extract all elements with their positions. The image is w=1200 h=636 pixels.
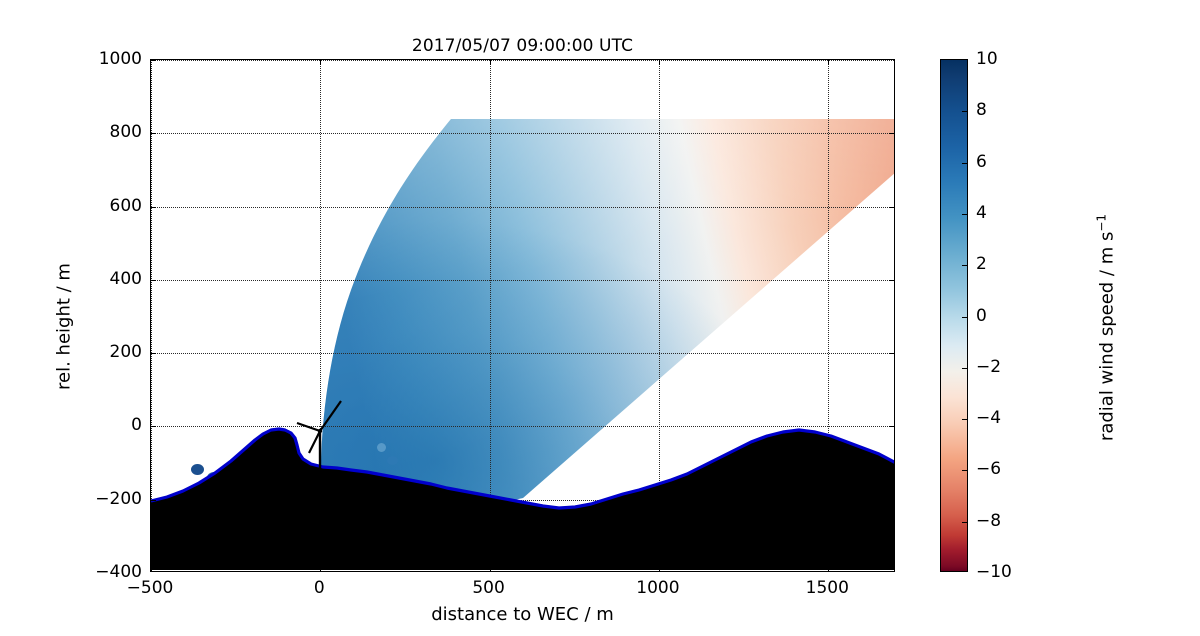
colorbar-tick-label: 4 — [976, 202, 987, 223]
ytick-label: 400 — [109, 268, 142, 289]
ytick-label: 200 — [109, 342, 142, 363]
colorbar-tick-label: −4 — [976, 408, 1002, 429]
ytick-label: 600 — [109, 195, 142, 216]
xtick — [489, 566, 491, 571]
ytick — [889, 133, 894, 135]
ytick — [889, 206, 894, 208]
colorbar-tick-label: 2 — [976, 254, 987, 275]
hard-target-blob — [377, 443, 386, 452]
ytick — [151, 133, 156, 135]
xtick — [828, 60, 830, 65]
xtick — [320, 60, 322, 65]
plot-title: 2017/05/07 09:00:00 UTC — [411, 36, 634, 56]
ytick-label: 0 — [131, 415, 142, 436]
ytick — [889, 426, 894, 428]
colorbar-tick-label: 10 — [976, 49, 998, 69]
colorbar-tick-label: −8 — [976, 510, 1002, 531]
ytick — [151, 426, 156, 428]
y-axis-title: rel. height / m — [53, 263, 75, 390]
xtick — [151, 566, 152, 571]
ytick-label: 1000 — [98, 49, 142, 69]
colorbar-tick-label: 0 — [976, 305, 987, 326]
radial-wind-speed-field — [151, 60, 894, 571]
ytick-label: −200 — [95, 488, 142, 509]
xtick — [658, 60, 660, 65]
ytick — [151, 279, 156, 281]
xtick — [828, 566, 830, 571]
xtick-label: −500 — [126, 578, 174, 598]
wind-turbine-icon — [291, 395, 361, 500]
ytick — [151, 60, 156, 61]
colorbar-tick-label: 6 — [976, 151, 987, 172]
colorbar-title-text: radial wind speed / m s — [1096, 231, 1118, 442]
ytick — [151, 353, 156, 355]
terrain-svg — [151, 427, 894, 570]
xtick-label: 0 — [313, 578, 325, 598]
xtick-label: 1000 — [636, 578, 680, 598]
ytick — [151, 499, 156, 501]
ytick — [151, 206, 156, 208]
terrain-profile — [151, 60, 894, 571]
xtick-label: 500 — [472, 578, 505, 598]
main-axes — [150, 59, 895, 572]
colorbar-tick — [962, 265, 967, 267]
colorbar — [940, 59, 968, 572]
hard-target-blob — [191, 464, 204, 475]
colorbar-tick — [962, 213, 967, 215]
xtick — [658, 566, 660, 571]
xtick-label: 1500 — [805, 578, 849, 598]
plot-area — [151, 60, 894, 571]
ytick — [889, 353, 894, 355]
hard-target-blob — [387, 456, 398, 465]
colorbar-tick — [962, 419, 967, 421]
colorbar-tick — [962, 162, 967, 164]
ytick — [889, 499, 894, 501]
colorbar-tick — [962, 521, 967, 523]
xtick — [489, 60, 491, 65]
colorbar-tick — [962, 470, 967, 472]
scan-sector-body — [320, 119, 894, 509]
colorbar-tick-label: −10 — [976, 562, 1012, 582]
ytick-label: 800 — [109, 122, 142, 143]
colorbar-tick-label: 8 — [976, 100, 987, 121]
colorbar-title-exponent: −1 — [1094, 213, 1109, 232]
colorbar-tick — [962, 367, 967, 369]
colorbar-tick-label: −2 — [976, 356, 1002, 377]
colorbar-tick — [962, 111, 967, 113]
colorbar-title: radial wind speed / m s−1 — [1095, 118, 1118, 538]
ytick — [889, 279, 894, 281]
xtick — [320, 566, 322, 571]
ytick-label: −400 — [95, 562, 142, 582]
scan-sector-svg — [320, 119, 894, 529]
colorbar-tick-label: −6 — [976, 459, 1002, 480]
ytick — [151, 572, 156, 573]
wec-svg — [296, 400, 342, 492]
x-axis-title: distance to WEC / m — [431, 604, 614, 625]
colorbar-tick — [962, 316, 967, 318]
